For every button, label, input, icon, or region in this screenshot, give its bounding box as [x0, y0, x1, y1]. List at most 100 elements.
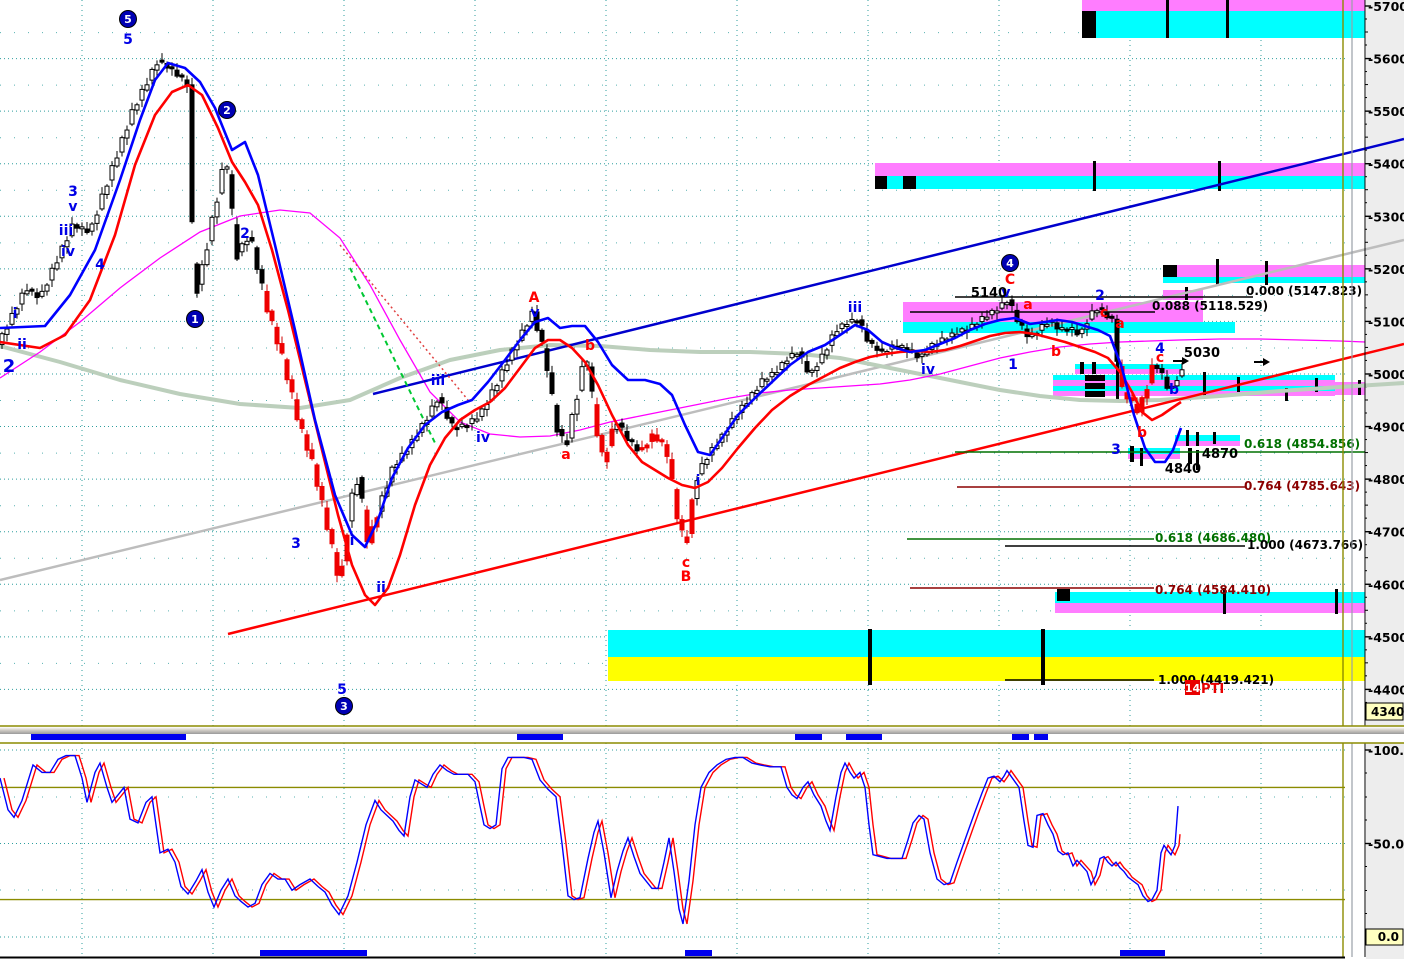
- band-tick-mark: [1186, 430, 1189, 446]
- circled-wave-marker: [218, 101, 236, 119]
- candle-body: [679, 519, 685, 531]
- gray-regression-line: [0, 238, 1404, 582]
- candle-body: [984, 316, 990, 320]
- candle-body: [274, 326, 280, 345]
- candle-body: [59, 245, 65, 259]
- moving-averages-layer: [0, 61, 1183, 607]
- candle-body: [309, 449, 315, 460]
- fib-level-label: 0.618 (4686.480): [1155, 531, 1271, 545]
- circled-wave-number: 5: [124, 13, 132, 26]
- candle-body: [224, 166, 230, 170]
- circled-wave-marker: [1001, 254, 1019, 272]
- candle-body: [434, 401, 440, 408]
- candle-body: [1089, 310, 1095, 320]
- candle-body: [529, 310, 535, 322]
- candle-body: [644, 444, 650, 449]
- band-tick-mark: [1041, 629, 1045, 685]
- fib-level-label: 0.618 (4854.856): [1244, 437, 1360, 451]
- candle-body: [259, 269, 265, 284]
- candle-body: [844, 323, 850, 327]
- candle-body: [119, 137, 125, 153]
- candle-body: [879, 348, 885, 352]
- wave-label-blue: 3: [68, 184, 78, 200]
- candle-body: [859, 319, 865, 326]
- candle-body: [819, 353, 825, 364]
- candle-body: [1174, 380, 1180, 387]
- signal-bar-top: [31, 734, 186, 740]
- candle-body: [244, 240, 250, 246]
- candle-body: [989, 309, 995, 316]
- price-axis-gutter: [1366, 0, 1404, 726]
- oscillator-blue-line: [0, 754, 1179, 925]
- candle-body: [429, 405, 435, 417]
- candle-body: [1094, 310, 1100, 314]
- candle-body: [1079, 328, 1085, 335]
- candle-body: [139, 88, 145, 101]
- price-callout-label: 4870: [1202, 447, 1238, 462]
- candle-body: [229, 174, 235, 209]
- candle-body: [199, 264, 205, 285]
- price-axis: -5700. -5600. -5500. -5400. -5300. -5200. -510…: [1365, 0, 1404, 959]
- wave-label-red: c: [1100, 305, 1108, 321]
- candle-body: [1044, 323, 1050, 327]
- candles-layer: [0, 53, 1185, 583]
- candle-body: [29, 288, 35, 292]
- candle-body: [294, 399, 300, 421]
- candle-body: [214, 201, 220, 218]
- candle-body: [784, 360, 790, 365]
- candle-body: [359, 477, 365, 499]
- candle-body: [849, 318, 855, 323]
- wave-label-blue: 3: [291, 536, 301, 552]
- band-tick-mark: [1335, 589, 1338, 614]
- band-tick-mark: [1213, 432, 1216, 444]
- candle-body: [169, 66, 175, 70]
- candle-body: [564, 440, 570, 446]
- candle-body: [144, 84, 150, 91]
- wave-label-red: b: [585, 338, 595, 354]
- candle-body: [579, 366, 585, 391]
- candle-body: [154, 64, 160, 71]
- candle-body: [769, 371, 775, 378]
- wave-label-red: a: [561, 447, 570, 463]
- oscillator-red-line: [3, 754, 1181, 925]
- price-axis-label: -4400.: [1368, 682, 1404, 697]
- candle-body: [279, 343, 285, 354]
- panel-splitter[interactable]: [0, 727, 1404, 734]
- candle-body: [1039, 324, 1045, 331]
- price-axis-label: -5200.: [1368, 262, 1404, 277]
- band-tick-mark: [1082, 11, 1096, 38]
- candle-body: [89, 223, 95, 232]
- fib-level-label: 0.764 (4785.643): [1244, 479, 1360, 493]
- magenta-ma-line: [0, 209, 1366, 438]
- projection-band: [1082, 11, 1365, 38]
- wave-label-red: c: [682, 555, 690, 571]
- band-tick-mark: [1140, 448, 1143, 466]
- wave-label-red: C: [1005, 272, 1015, 288]
- band-tick-mark: [868, 629, 872, 685]
- red-hatched-trendline: [339, 244, 469, 401]
- candle-body: [1114, 318, 1120, 362]
- signal-bar-top: [795, 734, 822, 740]
- candle-body: [569, 414, 575, 439]
- circled-wave-number: 2: [223, 104, 231, 117]
- candle-body: [574, 398, 580, 415]
- candle-body: [334, 552, 340, 576]
- candle-body: [124, 129, 130, 139]
- projection-band: [875, 176, 1365, 189]
- candle-body: [94, 214, 100, 224]
- candle-body: [469, 418, 475, 425]
- candle-body: [539, 329, 545, 342]
- candle-body: [264, 290, 270, 313]
- oscillator-panel: [0, 754, 1345, 925]
- candle-body: [629, 439, 635, 443]
- pti-value-box: [1185, 680, 1200, 695]
- candle-body: [659, 439, 665, 443]
- price-axis-label: -5300.: [1368, 209, 1404, 224]
- candle-body: [549, 372, 555, 394]
- candle-body: [1104, 311, 1110, 319]
- projection-band: [1053, 386, 1335, 391]
- price-axis-label: -4700.: [1368, 525, 1404, 540]
- candle-body: [919, 353, 925, 357]
